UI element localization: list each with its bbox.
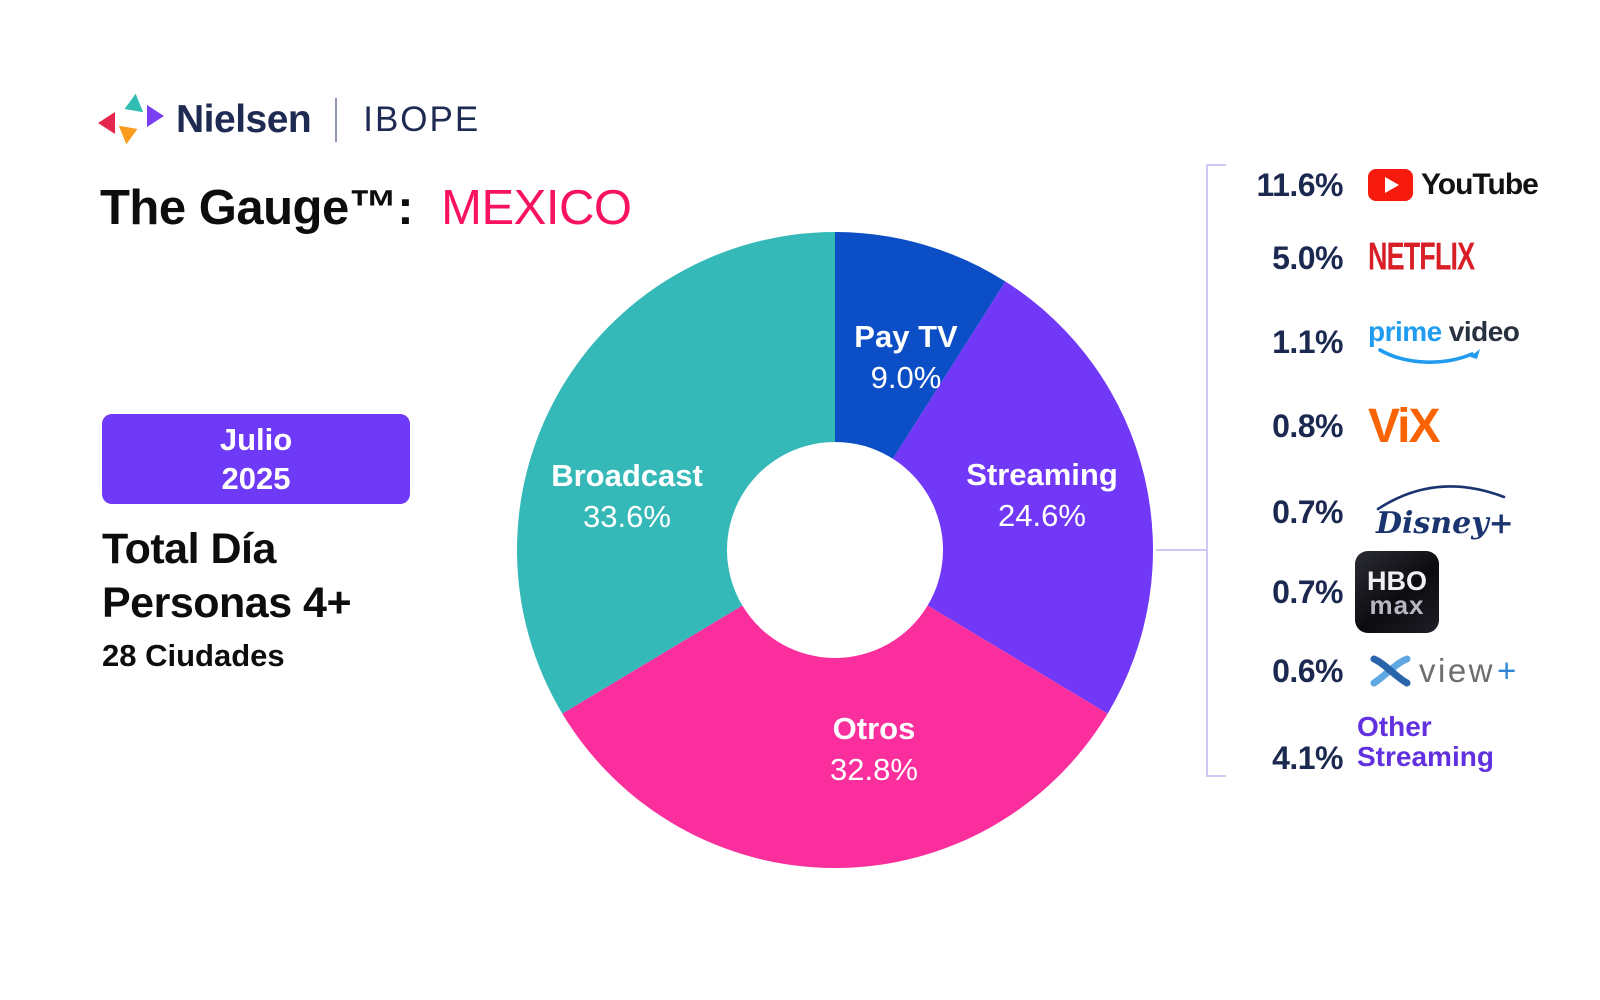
youtube-play-icon — [1368, 169, 1413, 201]
netflix-logo: NETFLIX — [1368, 236, 1486, 279]
view-plus-sign: + — [1497, 652, 1517, 689]
other-streaming-share-value: 4.1% — [1272, 739, 1343, 776]
audience-line-1: Total Día — [102, 525, 276, 573]
donut-slice-pay-tv — [835, 232, 1006, 459]
vix-logo: ViX — [1368, 399, 1440, 454]
legend-row-vix: 0.8% ViX — [1212, 391, 1568, 461]
legend-row-netflix: 5.0% NETFLIX — [1212, 223, 1568, 293]
brand-name: Nielsen — [176, 98, 312, 141]
page-title: The Gauge™: MEXICO — [100, 180, 632, 236]
view-wordmark: view — [1419, 652, 1496, 689]
youtube-wordmark: YouTube — [1421, 168, 1539, 201]
view-plus-share-value: 0.6% — [1272, 652, 1343, 689]
donut-label-streaming: Streaming 24.6% — [966, 457, 1118, 533]
audience-block: Total Día Personas 4+ 28 Ciudades — [102, 522, 352, 674]
period-badge-year: 2025 — [221, 461, 291, 496]
brand-row: Nielsen IBOPE — [98, 93, 481, 146]
prime-video-logo: prime video — [1368, 315, 1520, 367]
donut-slice-otros — [562, 605, 1108, 868]
legend-row-prime-video: 1.1% prime video — [1212, 300, 1568, 384]
disney-plus-share-value: 0.7% — [1272, 493, 1343, 530]
donut-slice-streaming — [892, 281, 1153, 714]
legend-row-youtube: 11.6% YouTube — [1212, 150, 1568, 220]
legend-row-hbo-max: 0.7% HBO max — [1212, 545, 1568, 639]
prime-video-share-value: 1.1% — [1272, 323, 1343, 360]
youtube-share-value: 11.6% — [1256, 166, 1344, 203]
page-title-prefix: The Gauge™: — [100, 181, 414, 235]
nielsen-logo-icon — [98, 93, 164, 145]
donut-label-broadcast: Broadcast 33.6% — [551, 458, 703, 534]
netflix-share-value: 5.0% — [1272, 239, 1343, 276]
bracket-top-cap — [1206, 164, 1226, 166]
max-wordmark: max — [1369, 589, 1425, 620]
page-title-region: MEXICO — [441, 181, 632, 235]
hbo-wordmark: HBO — [1367, 565, 1427, 596]
donut-label-pay-tv: Pay TV 9.0% — [854, 319, 958, 395]
video-wordmark: video — [1448, 315, 1520, 347]
hbo-max-share-value: 0.7% — [1272, 573, 1343, 610]
nielsen-triangle-teal-icon — [120, 93, 144, 119]
brand-divider — [335, 98, 338, 142]
prime-wordmark: prime — [1368, 315, 1442, 347]
view-plus-x-icon — [1370, 655, 1411, 687]
other-streaming-label: Other Streaming — [1357, 711, 1494, 772]
audience-line-2: Personas 4+ — [102, 579, 352, 627]
legend-row-view-plus: 0.6% view + — [1212, 636, 1568, 706]
nielsen-triangle-orange-icon — [118, 119, 142, 145]
vix-wordmark: ViX — [1368, 399, 1440, 453]
hbo-max-logo: HBO max — [1355, 551, 1439, 633]
nielsen-triangle-red-icon — [98, 112, 115, 134]
legend-row-other-streaming: 4.1% Other Streaming — [1212, 700, 1568, 784]
bracket-connector-line — [1156, 549, 1206, 551]
donut-label-otros: Otros 32.8% — [830, 711, 918, 787]
donut-slice-broadcast — [517, 232, 835, 714]
bracket-vertical-line — [1206, 164, 1208, 777]
disney-plus-logo: Disney+ — [1368, 481, 1522, 543]
legend-row-disney-plus: 0.7% Disney+ — [1212, 477, 1568, 547]
bracket-bottom-cap — [1206, 775, 1226, 777]
vix-share-value: 0.8% — [1272, 407, 1343, 444]
brand-partner: IBOPE — [363, 100, 481, 139]
disney-arc-icon — [1376, 485, 1506, 511]
disney-plus-wordmark: Disney+ — [1376, 506, 1514, 541]
netflix-wordmark: NETFLIX — [1368, 235, 1475, 279]
nielsen-triangle-purple-icon — [147, 105, 164, 127]
audience-line-3: 28 Ciudades — [102, 638, 285, 673]
period-badge-month: Julio — [219, 422, 293, 457]
donut-chart — [517, 232, 1153, 868]
youtube-logo: YouTube — [1368, 168, 1539, 202]
view-plus-logo: view + — [1368, 652, 1516, 690]
period-badge: Julio 2025 — [102, 414, 410, 504]
amazon-smile-icon — [1378, 347, 1480, 364]
